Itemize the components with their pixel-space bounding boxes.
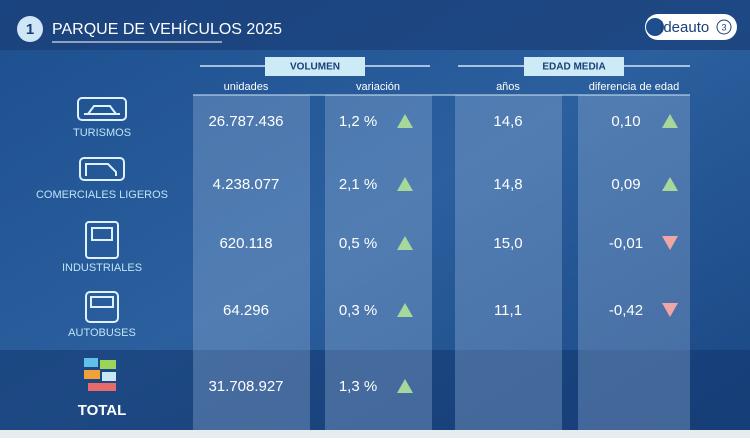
column-panel (455, 95, 562, 430)
age-diff: 0,09 (611, 176, 640, 193)
truck-icon-window (91, 227, 113, 241)
group-box (265, 57, 365, 76)
logo-pill (645, 14, 737, 40)
column-panel (325, 95, 432, 430)
row-label: TOTAL (78, 402, 127, 419)
car-icon-frame (77, 97, 127, 121)
units: 620.118 (219, 235, 272, 252)
row-label: AUTOBUSES (68, 327, 136, 339)
row-label: TURISMOS (73, 127, 131, 139)
units: 31.708.927 (208, 378, 283, 395)
total-icon (84, 358, 116, 391)
column-panel (193, 95, 310, 430)
bus-icon-window (90, 296, 114, 308)
variation: 0,5 % (339, 235, 377, 252)
trend-arrow (662, 114, 678, 128)
age: 14,6 (493, 113, 522, 130)
icons (77, 97, 127, 323)
car-icon (84, 105, 120, 115)
row-label: COMERCIALES LIGEROS (36, 189, 168, 201)
column-panel (578, 95, 690, 430)
variation: 2,1 % (339, 176, 377, 193)
van-icon-body (85, 163, 117, 176)
row-label: INDUSTRIALES (62, 262, 142, 274)
age-diff: -0,42 (609, 302, 643, 319)
column-header: unidades (224, 81, 269, 93)
trend-arrow (662, 303, 678, 317)
trend-arrow (397, 177, 413, 191)
age-diff: -0,01 (609, 235, 643, 252)
column-header: diferencia de edad (589, 81, 680, 93)
trend-arrow (662, 177, 678, 191)
badge (17, 16, 43, 42)
age: 14,8 (493, 176, 522, 193)
truck-icon (85, 221, 119, 259)
trend-arrow (397, 236, 413, 250)
bottom-strip (0, 430, 750, 438)
group-box (524, 57, 624, 76)
page-number: 3 (721, 22, 726, 32)
variation: 1,2 % (339, 113, 377, 130)
title: PARQUE DE VEHÍCULOS 2025 (52, 19, 282, 38)
units: 64.296 (223, 302, 269, 319)
total-band (0, 350, 750, 430)
trend-arrow (397, 114, 413, 128)
van-icon (79, 157, 125, 181)
variation: 1,3 % (339, 378, 377, 395)
logo: ideauto (660, 19, 709, 36)
units: 26.787.436 (208, 113, 283, 130)
variation: 0,3 % (339, 302, 377, 319)
trend-arrow (397, 379, 413, 393)
badge-number: 1 (26, 21, 34, 38)
age: 11,1 (494, 302, 522, 319)
trend-arrow (662, 236, 678, 250)
group-title: EDAD MEDIA (542, 62, 605, 73)
age-diff: 0,10 (611, 113, 640, 130)
bus-icon (85, 291, 119, 323)
column-header: años (496, 81, 520, 93)
page-circle (716, 19, 732, 35)
logo-mark (646, 18, 664, 36)
group-title: VOLUMEN (290, 62, 340, 73)
trend-arrow (397, 303, 413, 317)
age: 15,0 (493, 235, 522, 252)
units: 4.238.077 (213, 176, 280, 193)
column-header: variación (356, 81, 400, 93)
